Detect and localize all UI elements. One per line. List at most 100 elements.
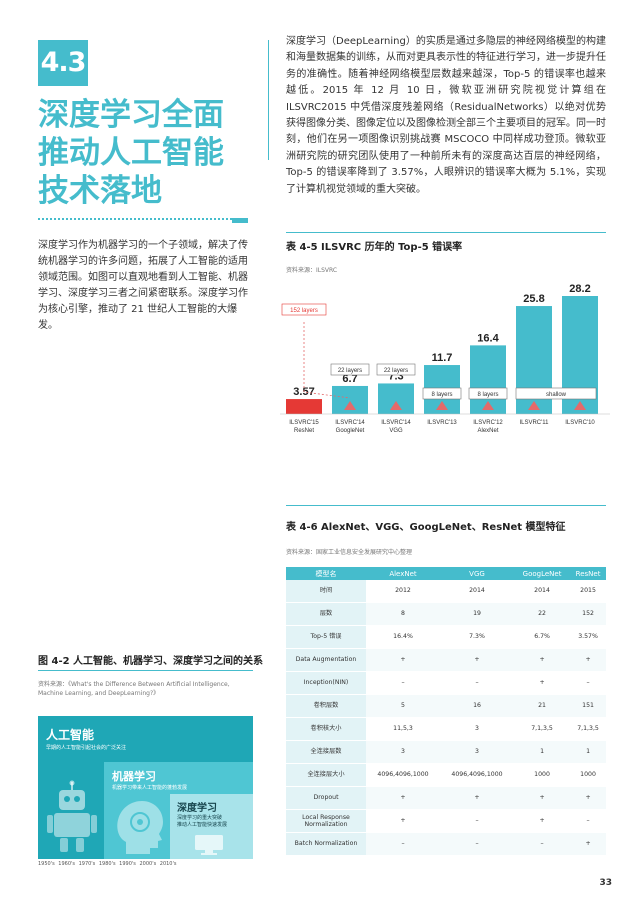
title-accent-bar	[232, 218, 248, 223]
page-number: 33	[599, 878, 612, 888]
dl-subtitle-1: 深度学习的重大突破	[177, 815, 223, 821]
layer-label: 8 layers	[431, 392, 452, 398]
chart-top-rule	[286, 232, 606, 233]
figure-rule	[38, 670, 253, 671]
table-cell: +	[366, 648, 440, 672]
table-cell: –	[570, 809, 606, 833]
layer-label-box	[468, 387, 508, 400]
brain-head-icon	[117, 801, 163, 854]
table-cell: 11,5,3	[366, 717, 440, 741]
section-title-line: 技术落地	[38, 173, 162, 209]
x-tick-label: ILSVRC'10	[565, 420, 595, 426]
x-tick-label: ResNet	[294, 428, 314, 434]
table-cell: +	[366, 809, 440, 833]
table-row: 卷积核大小 11,5,3 3 7,1,3,5 7,1,3,5	[286, 717, 606, 741]
dl-subtitle-2: 推动人工智能快速发展	[177, 822, 228, 828]
table-row-header: Inception(NIN)	[286, 671, 366, 695]
layer-label-box	[330, 363, 370, 376]
table-row: Dropout + + + +	[286, 786, 606, 810]
dl-title: 深度学习	[177, 803, 217, 814]
table-header-cell: GoogLeNet	[514, 567, 571, 580]
robot-icon	[47, 780, 97, 852]
figure-source: 资料来源：《What's the Difference Between Arti…	[38, 681, 230, 697]
layer-label: 152 layers	[290, 308, 318, 314]
x-tick-label: ILSVRC'14	[335, 420, 365, 426]
table-row-header: Dropout	[286, 786, 366, 810]
connector-line	[303, 322, 351, 399]
chart-title: 表 4-5 ILSVRC 历年的 Top-5 错误率	[286, 242, 463, 253]
ai-title: 人工智能	[46, 728, 95, 742]
x-tick-label: GoogleNet	[336, 428, 365, 434]
table-cell: 6.7%	[514, 625, 571, 649]
x-tick-label: ILSVRC'13	[427, 420, 457, 426]
table-row-header: 卷积层数	[286, 694, 366, 718]
bar-value-label: 11.7	[432, 352, 453, 364]
chart-source: 资料来源：ILSVRC	[286, 267, 338, 274]
layer-label-box	[376, 363, 416, 376]
table-row: Inception(NIN) – – + –	[286, 671, 606, 695]
table-cell: +	[366, 786, 440, 810]
table-cell: –	[514, 832, 571, 856]
table-row: 时间 2012 2014 2014 2015	[286, 580, 606, 603]
table-row-header: Local Response Normalization	[286, 809, 366, 833]
layer-marker	[390, 401, 402, 410]
table-row-header: 全连接层数	[286, 740, 366, 764]
table-cell: 7.3%	[440, 625, 514, 649]
table-row: 全连接层大小 4096,4096,1000 4096,4096,1000 1000 10…	[286, 763, 606, 787]
table-cell: –	[366, 832, 440, 856]
table-cell: 5	[366, 694, 440, 718]
table-cell: +	[570, 832, 606, 856]
table-row-header: 层数	[286, 602, 366, 626]
table-cell: +	[570, 648, 606, 672]
x-tick-label: ILSVRC'11	[519, 420, 549, 426]
section-title: 深度学习全面 推动人工智能 技术落地	[38, 96, 248, 210]
ai-subtitle: 早期的人工智能引起社会的广泛关注	[46, 745, 127, 751]
table-cell: 3	[366, 740, 440, 764]
table-cell: 4096,4096,1000	[366, 763, 440, 787]
layer-marker	[528, 401, 540, 410]
model-feature-table: 模型名 AlexNet VGG GoogLeNet ResNet 时间 2012 2014 2…	[286, 567, 606, 856]
section-title-line: 推动人工智能	[38, 135, 224, 171]
dl-region: 深度学习 深度学习的重大突破 推动人工智能快速发展	[170, 794, 253, 859]
table-cell: –	[440, 809, 514, 833]
section-title-line: 深度学习全面	[38, 97, 224, 133]
table-cell: 1	[570, 740, 606, 764]
table-cell: –	[570, 671, 606, 695]
title-divider	[38, 218, 248, 220]
table-cell: 3	[440, 717, 514, 741]
x-tick-label: VGG	[389, 428, 403, 434]
table-cell: +	[440, 648, 514, 672]
table-row-header: Data Augmentation	[286, 648, 366, 672]
section-number: 4.3	[38, 40, 88, 86]
table-cell: 3	[440, 740, 514, 764]
table-cell: 2014	[440, 580, 514, 603]
bar-value-label: 3.57	[293, 386, 314, 398]
table-cell: 19	[440, 602, 514, 626]
bar-value-label: 28.2	[569, 283, 590, 295]
layer-label-box	[281, 303, 327, 316]
x-tick-label: ILSVRC'14	[381, 420, 411, 426]
table-cell: 152	[570, 602, 606, 626]
main-paragraph: 深度学习（DeepLearning）的实质是通过多隐层的神经网络模型的构建和海量…	[286, 36, 606, 195]
timeline-years: 1950's 1960's 1970's 1980's 1990's 2000'…	[38, 861, 177, 867]
x-tick-label: AlexNet	[477, 428, 498, 434]
table-row-header: Top-5 错误	[286, 625, 366, 649]
layer-marker	[482, 401, 494, 410]
table-top-rule	[286, 505, 606, 506]
table-cell: +	[514, 809, 571, 833]
table-cell: +	[514, 786, 571, 810]
table-cell: 21	[514, 694, 571, 718]
table-cell: 2014	[514, 580, 571, 603]
table-row-header: 时间	[286, 580, 366, 603]
layer-label-box	[515, 387, 597, 400]
intro-paragraph: 深度学习作为机器学习的一个子领域，解决了传统机器学习的许多问题，拓展了人工智能的…	[38, 240, 248, 331]
table-title: 表 4-6 AlexNet、VGG、GoogLeNet、ResNet 模型特征	[286, 522, 566, 533]
table-cell: –	[366, 671, 440, 695]
table-row-header: 卷积核大小	[286, 717, 366, 741]
table-cell: 7,1,3,5	[570, 717, 606, 741]
bar	[286, 399, 322, 414]
table-cell: +	[514, 671, 571, 695]
table-cell: 151	[570, 694, 606, 718]
layer-label-box	[422, 387, 462, 400]
table-cell: +	[570, 786, 606, 810]
